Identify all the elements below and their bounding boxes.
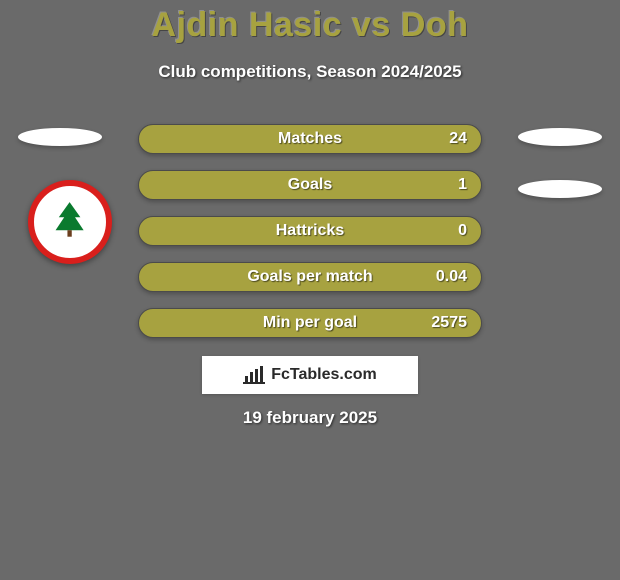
date-text: 19 february 2025 — [0, 408, 620, 428]
stat-value: 2575 — [431, 314, 467, 332]
stat-value: 0 — [458, 222, 467, 240]
stat-label: Hattricks — [276, 222, 344, 240]
stat-label: Goals — [288, 176, 332, 194]
stat-value: 0.04 — [436, 268, 467, 286]
stat-value: 24 — [449, 130, 467, 148]
brand-box: FcTables.com — [202, 356, 418, 394]
stat-label: Matches — [278, 130, 342, 148]
club-logo — [28, 180, 112, 264]
stat-bar-hattricks: Hattricks 0 — [138, 216, 482, 246]
stat-label: Min per goal — [263, 314, 357, 332]
tree-icon — [48, 200, 91, 243]
page-title: Ajdin Hasic vs Doh — [0, 6, 620, 45]
right-placeholder-ellipse-bottom — [518, 180, 602, 198]
right-placeholder-ellipse-top — [518, 128, 602, 146]
bar-chart-icon — [243, 366, 265, 384]
stat-bar-goals: Goals 1 — [138, 170, 482, 200]
stat-bar-min-per-goal: Min per goal 2575 — [138, 308, 482, 338]
left-placeholder-ellipse — [18, 128, 102, 146]
root-container: Ajdin Hasic vs Doh Club competitions, Se… — [0, 0, 620, 580]
brand-text: FcTables.com — [271, 366, 377, 384]
page-subtitle: Club competitions, Season 2024/2025 — [0, 62, 620, 82]
stat-value: 1 — [458, 176, 467, 194]
stat-bars: Matches 24 Goals 1 Hattricks 0 Goals per… — [138, 124, 482, 354]
stat-bar-matches: Matches 24 — [138, 124, 482, 154]
stat-label: Goals per match — [247, 268, 372, 286]
stat-bar-goals-per-match: Goals per match 0.04 — [138, 262, 482, 292]
